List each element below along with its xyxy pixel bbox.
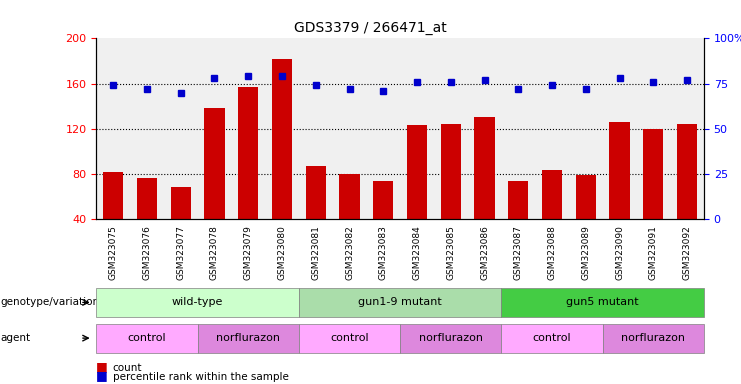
Text: genotype/variation: genotype/variation	[0, 297, 99, 308]
Text: control: control	[533, 333, 571, 343]
Text: count: count	[113, 363, 142, 373]
Text: gun1-9 mutant: gun1-9 mutant	[358, 297, 442, 308]
Bar	[643, 129, 663, 219]
Bar	[609, 122, 630, 219]
Bar	[305, 166, 326, 219]
Bar	[441, 124, 461, 219]
Bar	[474, 118, 495, 219]
Bar	[205, 108, 225, 219]
Bar	[238, 87, 259, 219]
Bar	[508, 180, 528, 219]
Text: ■: ■	[96, 360, 108, 373]
Text: norflurazon: norflurazon	[621, 333, 685, 343]
Text: control: control	[127, 333, 166, 343]
Bar	[407, 125, 427, 219]
Bar	[103, 172, 123, 219]
Bar	[339, 174, 359, 219]
Bar	[542, 170, 562, 219]
Bar	[677, 124, 697, 219]
Text: control: control	[330, 333, 369, 343]
Text: ■: ■	[96, 369, 108, 382]
Text: wild-type: wild-type	[172, 297, 223, 308]
Text: norflurazon: norflurazon	[216, 333, 280, 343]
Bar	[137, 178, 157, 219]
Bar	[373, 180, 393, 219]
Text: norflurazon: norflurazon	[419, 333, 483, 343]
Bar	[576, 175, 596, 219]
Text: GDS3379 / 266471_at: GDS3379 / 266471_at	[294, 21, 447, 35]
Bar	[272, 59, 292, 219]
Bar	[170, 187, 191, 219]
Text: agent: agent	[0, 333, 30, 343]
Text: percentile rank within the sample: percentile rank within the sample	[113, 372, 288, 382]
Text: gun5 mutant: gun5 mutant	[566, 297, 639, 308]
